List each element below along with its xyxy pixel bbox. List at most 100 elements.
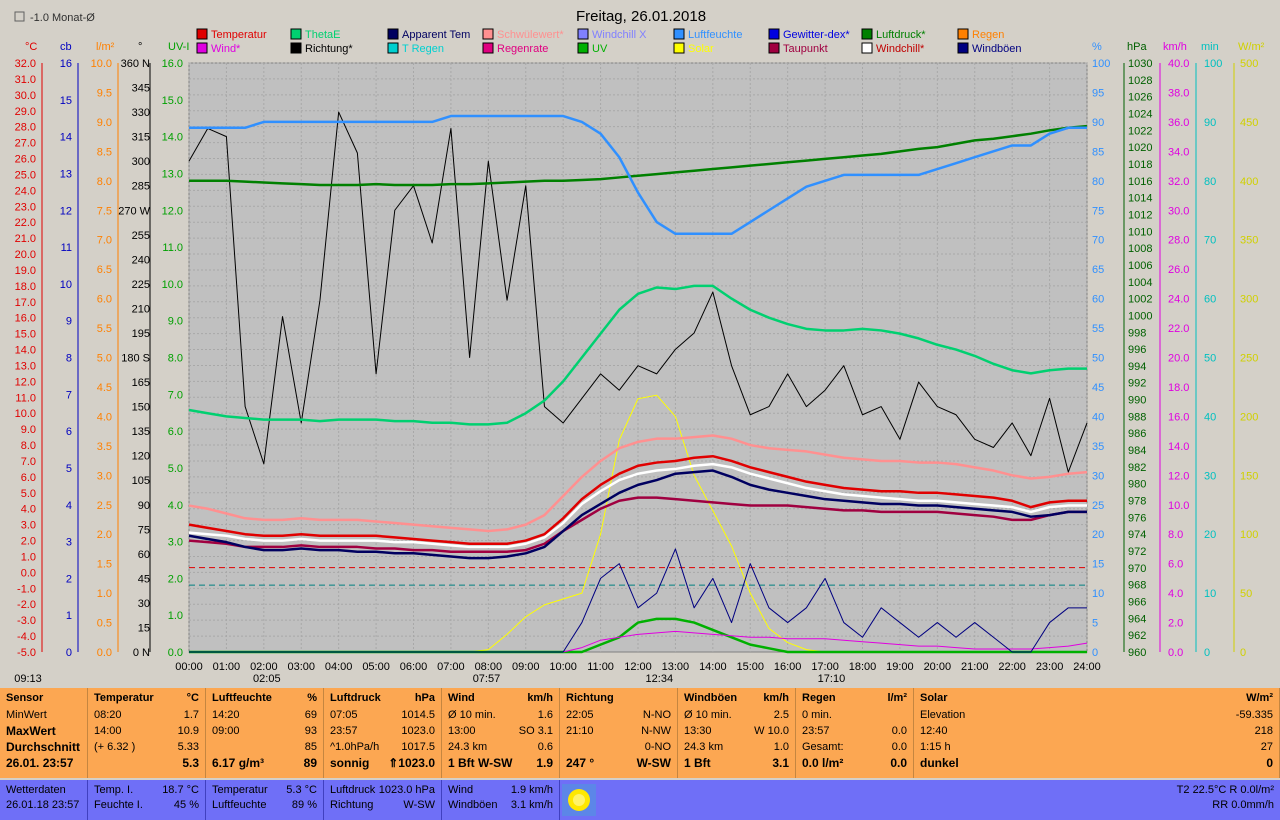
row-value: N-NO <box>642 709 671 721</box>
axis-tick-c: 4.0 <box>21 504 36 516</box>
legend-label: UV <box>592 43 608 55</box>
axis-tick-kmh: 40.0 <box>1168 58 1189 70</box>
axis-unit-deg: ° <box>138 41 142 53</box>
axis-tick-c: 15.0 <box>15 329 36 341</box>
axis-tick-hpa: 972 <box>1128 546 1146 558</box>
axis-tick-cb: 1 <box>66 610 72 622</box>
axis-unit-wm2: W/m² <box>1238 41 1265 53</box>
axis-tick-lm2: 8.0 <box>97 176 112 188</box>
axis-tick-wm2: 250 <box>1240 353 1258 365</box>
row-label: Ø 10 min. <box>684 709 732 721</box>
axis-tick-hpa: 966 <box>1128 597 1146 609</box>
panel-unit: km/h <box>527 692 553 704</box>
axis-tick-pct: 30 <box>1092 470 1104 482</box>
axis-tick-uv: 13.0 <box>162 168 183 180</box>
axis-tick-pct: 0 <box>1092 647 1098 659</box>
axis-tick-hpa: 1008 <box>1128 243 1152 255</box>
axis-tick-hpa: 1010 <box>1128 226 1152 238</box>
panel-title: Temperatur <box>94 692 154 704</box>
axis-tick-hpa: 1030 <box>1128 58 1152 70</box>
axis-tick-uv: 1.0 <box>168 610 183 622</box>
panel-row: 09:00 93 <box>212 723 317 739</box>
x-tick-label: 07:00 <box>437 661 465 673</box>
axis-tick-deg: 240 <box>132 254 150 266</box>
axis-tick-c: 23.0 <box>15 201 36 213</box>
axis-tick-hpa: 974 <box>1128 529 1146 541</box>
legend-swatch <box>957 42 969 54</box>
axis-tick-hpa: 1026 <box>1128 92 1152 104</box>
series-line-temperatur <box>188 454 1087 546</box>
bottom-label: Richtung <box>330 799 374 811</box>
x-tick-label: 03:00 <box>287 661 315 673</box>
axis-tick-deg: 90 <box>138 500 150 512</box>
legend-toggle-checkbox <box>14 11 25 22</box>
row-label: Ø 10 min. <box>448 709 496 721</box>
panel-row: 22:05 N-NO <box>566 707 671 723</box>
axis-tick-cb: 6 <box>66 426 72 438</box>
axis-tick-uv: 8.0 <box>168 353 183 365</box>
row-value: W-SW <box>636 756 671 770</box>
row-label: 1:15 h <box>920 741 951 753</box>
row-value: 0.0 <box>890 756 907 770</box>
axis-tick-lm2: 1.0 <box>97 588 112 600</box>
axis-tick-kmh: 20.0 <box>1168 353 1189 365</box>
axis-tick-c: 22.0 <box>15 217 36 229</box>
axis-tick-uv: 6.0 <box>168 426 183 438</box>
axis-tick-kmh: 2.0 <box>1168 618 1183 630</box>
row-label: 24.3 km <box>448 741 488 753</box>
axis-tick-deg: 360 N <box>121 58 150 70</box>
row-label: 14:00 <box>94 725 122 737</box>
panel-title: Wind <box>448 692 475 704</box>
axis-tick-hpa: 1020 <box>1128 142 1152 154</box>
x-tick-label: 01:00 <box>213 661 241 673</box>
axis-tick-c: 30.0 <box>15 90 36 102</box>
panel-unit: km/h <box>763 692 789 704</box>
x-tick-label: 18:00 <box>849 661 877 673</box>
axis-tick-kmh: 22.0 <box>1168 323 1189 335</box>
bottom-row: RR 0.0mm/h <box>566 799 1274 814</box>
row-value: 1014.5 <box>401 709 435 721</box>
panel-title: Richtung <box>566 692 614 704</box>
x-tick-label: 06:00 <box>400 661 428 673</box>
row-label: 09:00 <box>212 725 240 737</box>
axis-unit-kmh: km/h <box>1163 41 1187 53</box>
bottom-block-0: Wetterdaten 26.01.18 23:57 <box>0 780 88 820</box>
axis-tick-wm2: 300 <box>1240 294 1258 306</box>
legend-label: Apparent Tem <box>402 29 470 41</box>
plot-area <box>188 62 1088 653</box>
axis-tick-kmh: 32.0 <box>1168 176 1189 188</box>
axis-tick-c: 16.0 <box>15 313 36 325</box>
axis-tick-hpa: 990 <box>1128 395 1146 407</box>
axis-tick-kmh: 0.0 <box>1168 647 1183 659</box>
series-line-thetae <box>188 284 1087 426</box>
axis-tick-kmh: 28.0 <box>1168 235 1189 247</box>
bottom-label: Feuchte I. <box>94 799 143 811</box>
axis-tick-hpa: 980 <box>1128 479 1146 491</box>
series-line-apparenttem <box>188 469 1087 560</box>
axis-tick-lm2: 8.5 <box>97 146 112 158</box>
panel-row: ^1.0hPa/h 1017.5 <box>330 739 435 755</box>
legend-label: Regenrate <box>497 43 548 55</box>
axis-tick-uv: 12.0 <box>162 205 183 217</box>
axis-tick-lm2: 7.0 <box>97 235 112 247</box>
row-label: 26.01. 23:57 <box>6 756 74 770</box>
axis-tick-min: 10 <box>1204 588 1216 600</box>
legend-swatch <box>673 28 685 40</box>
axis-tick-hpa: 998 <box>1128 327 1146 339</box>
axis-tick-lm2: 4.0 <box>97 411 112 423</box>
legend-label: Solar <box>688 43 714 55</box>
series-line-taupunkt <box>188 496 1087 553</box>
axis-tick-deg: 45 <box>138 573 150 585</box>
x-tick-label: 04:00 <box>325 661 353 673</box>
bottom-value: 5.3 °C <box>286 784 317 796</box>
axis-tick-lm2: 4.5 <box>97 382 112 394</box>
axis-tick-c: -1.0 <box>17 583 36 595</box>
row-value: 0-NO <box>644 741 671 753</box>
row-value: -59.335 <box>1235 709 1273 721</box>
x-tick-label: 14:00 <box>699 661 727 673</box>
bottom-row: T2 22.5°C R 0.0l/m² <box>566 784 1274 799</box>
legend-label: Luftfeuchte <box>688 29 742 41</box>
legend-swatch <box>577 28 589 40</box>
row-value: N-NW <box>641 725 671 737</box>
axis-tick-wm2: 100 <box>1240 529 1258 541</box>
